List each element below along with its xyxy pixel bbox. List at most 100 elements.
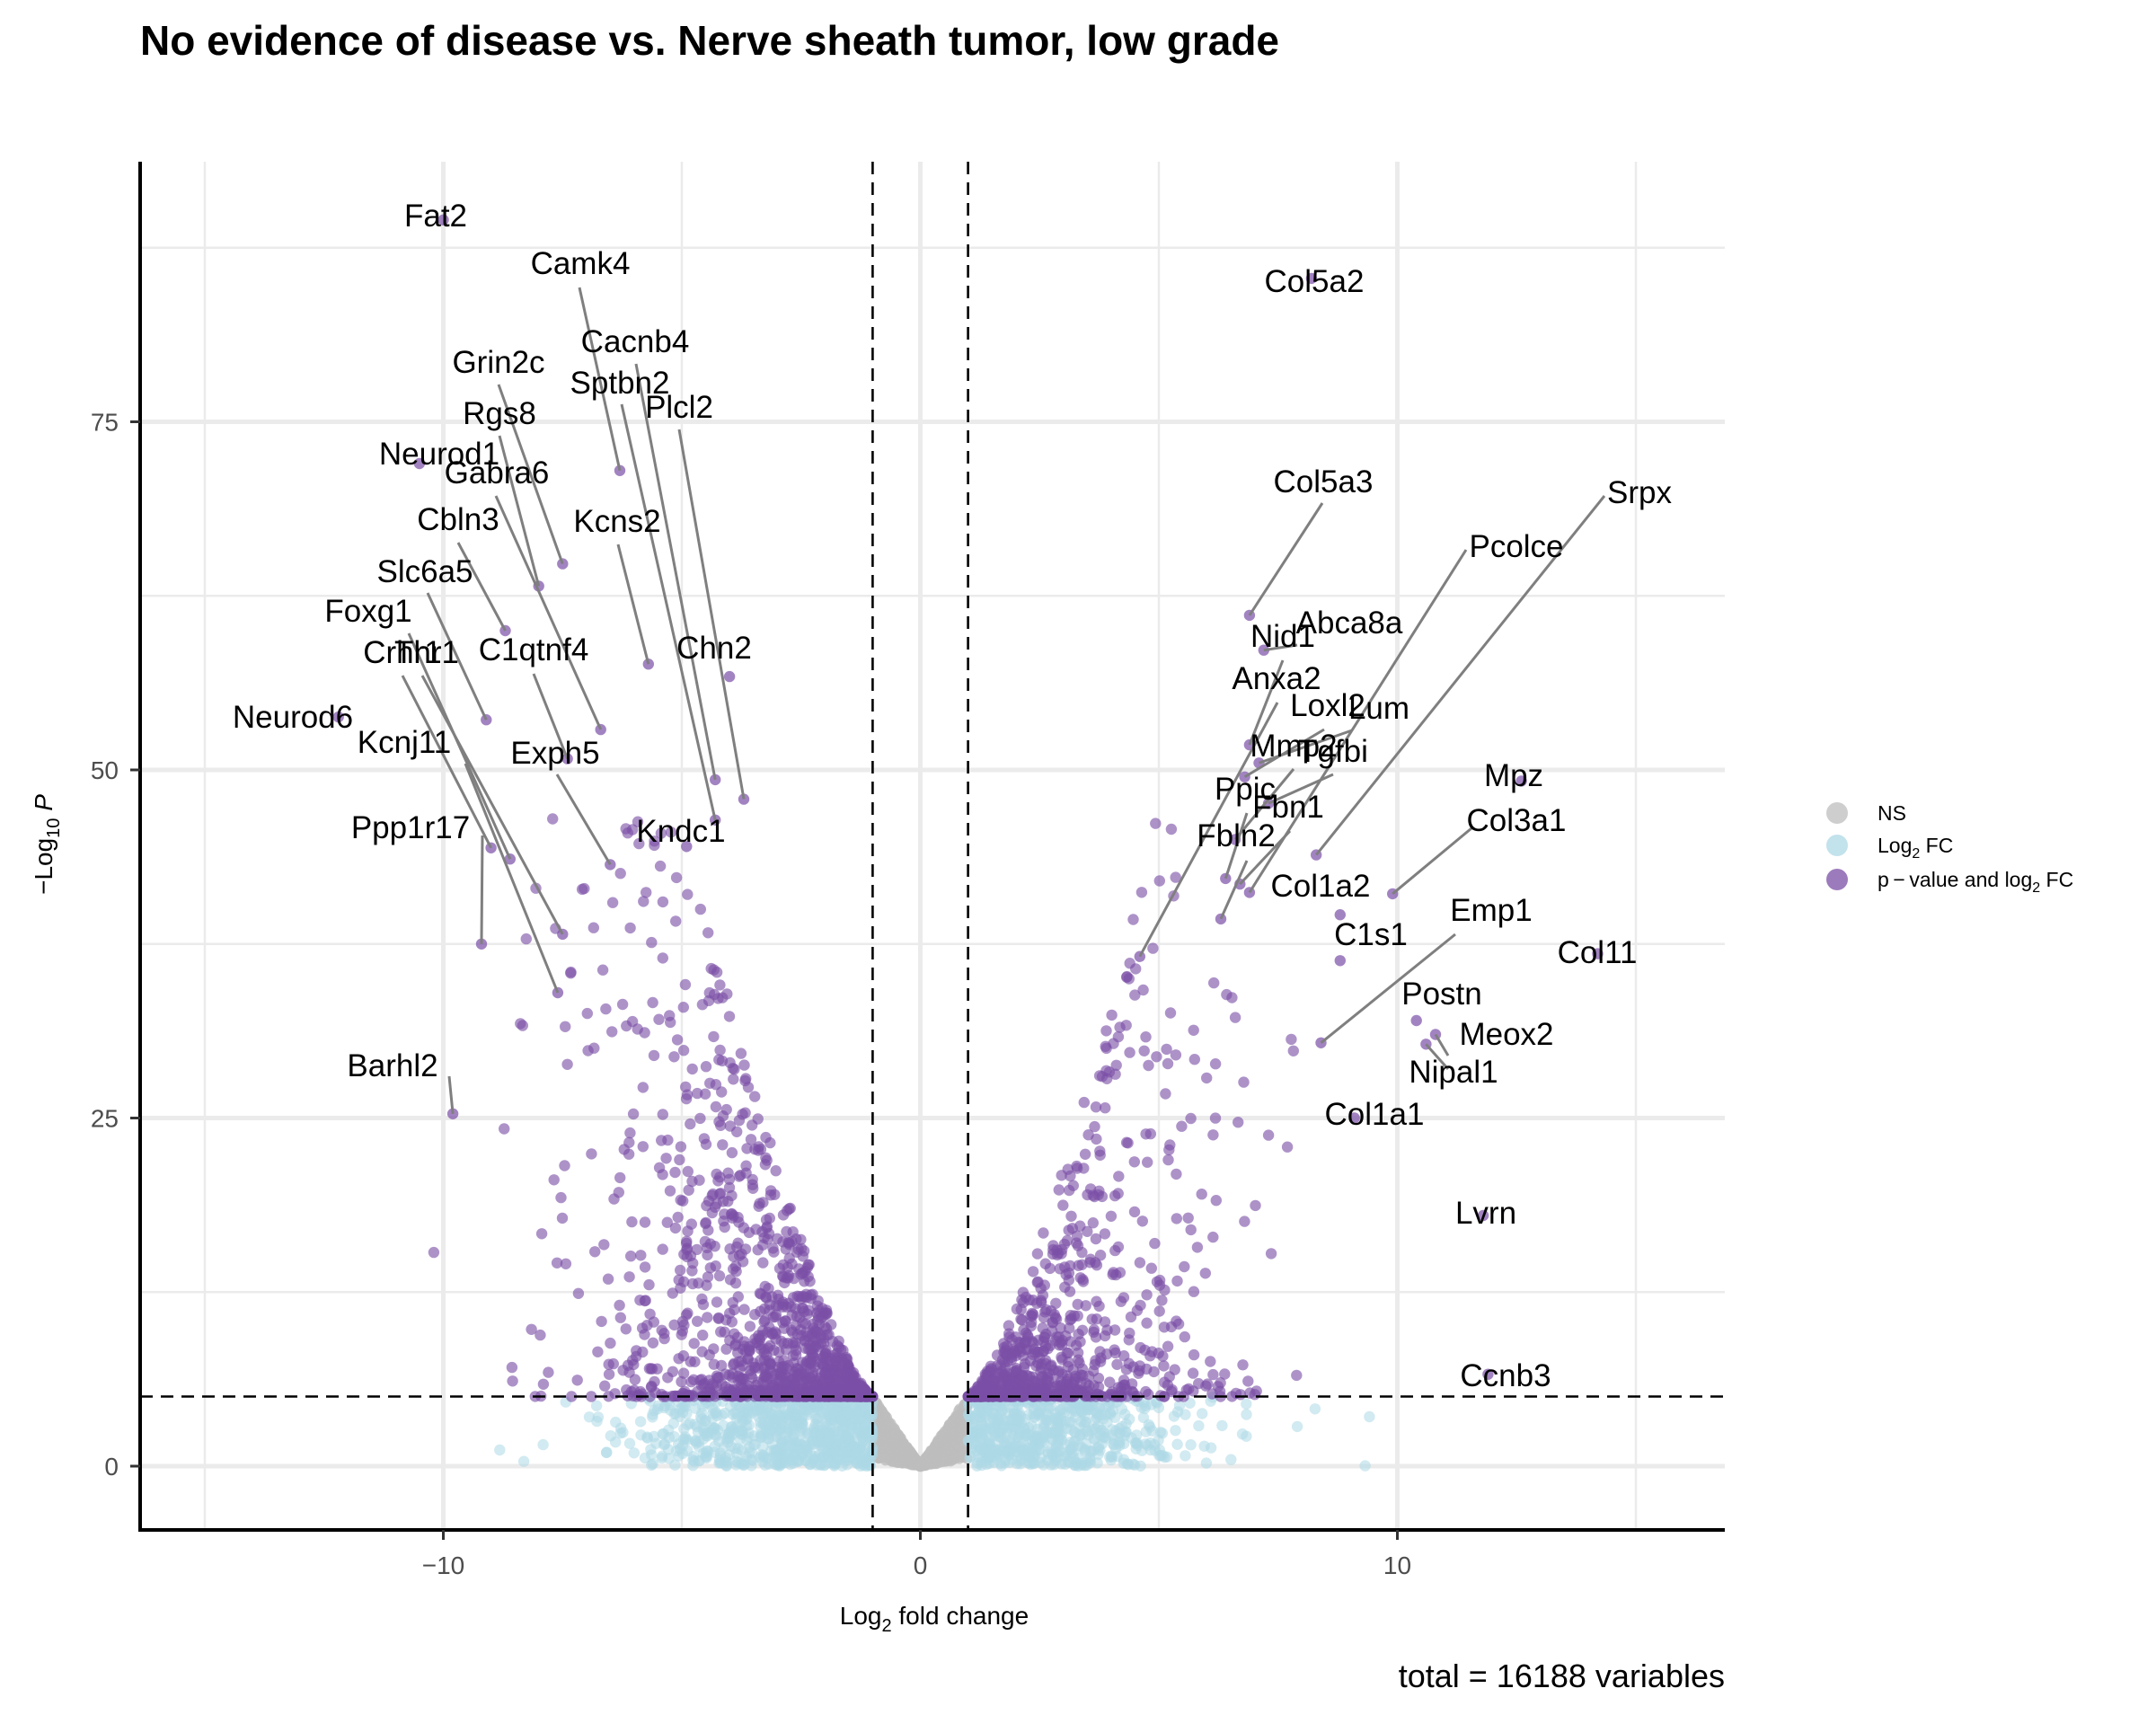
significant-point [675, 1264, 686, 1277]
significant-point [626, 1015, 639, 1028]
significant-point [1101, 1324, 1113, 1336]
significant-point [710, 1101, 722, 1113]
significant-point [517, 1020, 528, 1031]
label-connector [498, 435, 541, 587]
significant-point [571, 1375, 583, 1386]
significant-point [711, 1168, 722, 1180]
legend-label: p − value and log2 FC [1878, 868, 2073, 896]
significant-point [799, 1334, 810, 1347]
significant-point [1046, 1359, 1057, 1371]
significant-point [1233, 1117, 1244, 1128]
log2fc-point [808, 1423, 821, 1436]
significant-point [1238, 1076, 1250, 1088]
significant-point [566, 1391, 578, 1402]
gene-label: Neurod1 [379, 437, 499, 472]
significant-point [1124, 1047, 1135, 1058]
log2fc-point [980, 1452, 993, 1463]
significant-point [1185, 1224, 1197, 1236]
log2fc-point [537, 1438, 549, 1451]
gene-label: Meox2 [1459, 1017, 1553, 1052]
significant-point [1109, 1068, 1121, 1080]
significant-point [646, 1363, 658, 1375]
significant-point [757, 1197, 769, 1208]
significant-point [815, 1331, 827, 1343]
label-connector [634, 363, 717, 781]
significant-point [677, 1045, 690, 1056]
significant-point [1212, 1381, 1224, 1392]
significant-point [1209, 1112, 1222, 1124]
log2fc-point [647, 1409, 658, 1420]
significant-point [995, 1370, 1008, 1383]
log2fc-point [730, 1455, 742, 1467]
log2fc-point [690, 1402, 702, 1414]
labeled-gene-point [1515, 775, 1527, 787]
gene-label: Fat2 [404, 199, 467, 234]
log2fc-point [623, 1437, 636, 1449]
significant-point [1172, 1318, 1185, 1330]
significant-point [1142, 1156, 1153, 1168]
significant-point [1120, 1383, 1133, 1395]
gene-label: Ppp1r17 [351, 810, 470, 845]
significant-point [711, 1296, 723, 1308]
legend-key [1826, 835, 1848, 856]
significant-point [582, 1045, 594, 1056]
significant-point [762, 1326, 773, 1339]
log2fc-point [825, 1403, 836, 1416]
axes [138, 162, 1725, 1532]
log2fc-point [517, 1455, 530, 1467]
significant-point [664, 1010, 676, 1021]
significant-point [656, 1135, 667, 1146]
label-connector [555, 774, 612, 866]
significant-point [682, 1389, 694, 1401]
significant-point [607, 1357, 619, 1370]
log2fc-point [1193, 1419, 1205, 1432]
significant-point [733, 1171, 745, 1182]
log2fc-point [791, 1410, 802, 1422]
significant-point [606, 897, 619, 908]
log2fc-point [1107, 1405, 1118, 1417]
significant-point [1019, 1337, 1031, 1348]
significant-point [1065, 1314, 1076, 1326]
significant-point [656, 1388, 667, 1401]
gene-label: Loxl2 [1290, 688, 1365, 723]
significant-point [768, 1344, 780, 1357]
significant-point [1143, 1059, 1154, 1072]
significant-point [677, 1195, 689, 1207]
significant-point [1010, 1349, 1022, 1362]
log2fc-point [1116, 1403, 1128, 1415]
log2fc-point [1131, 1437, 1144, 1449]
significant-point [1059, 1281, 1071, 1294]
gene-label: Cbln3 [417, 502, 499, 537]
gene-label: Exph5 [510, 736, 599, 771]
log2fc-point [1050, 1439, 1063, 1452]
label-connector [616, 544, 650, 665]
significant-point [1183, 1383, 1195, 1395]
significant-point [635, 1250, 647, 1261]
label-connector [1224, 812, 1249, 880]
significant-point [1188, 1286, 1200, 1297]
log2fc-point [779, 1403, 791, 1415]
significant-point [1074, 1336, 1086, 1348]
significant-point [719, 1326, 730, 1338]
significant-point [764, 1189, 777, 1201]
significant-point [1182, 1212, 1194, 1224]
significant-point [560, 1258, 572, 1270]
significant-point [697, 1330, 709, 1341]
log2fc-point [773, 1451, 785, 1463]
significant-point [1208, 977, 1220, 989]
gene-label: Fbn1 [1252, 790, 1324, 825]
significant-point [627, 1108, 640, 1120]
log2fc-point [1089, 1434, 1100, 1445]
significant-point [1140, 1031, 1152, 1043]
significant-point [732, 1347, 744, 1359]
significant-point [1134, 1257, 1146, 1269]
log2fc-point [1038, 1422, 1049, 1434]
significant-point [1207, 1368, 1219, 1381]
significant-point [1219, 1368, 1231, 1380]
significant-point [1056, 1351, 1067, 1364]
significant-point [720, 1343, 732, 1355]
significant-point [647, 996, 658, 1009]
log2fc-point [610, 1437, 622, 1448]
significant-point [603, 1368, 615, 1381]
